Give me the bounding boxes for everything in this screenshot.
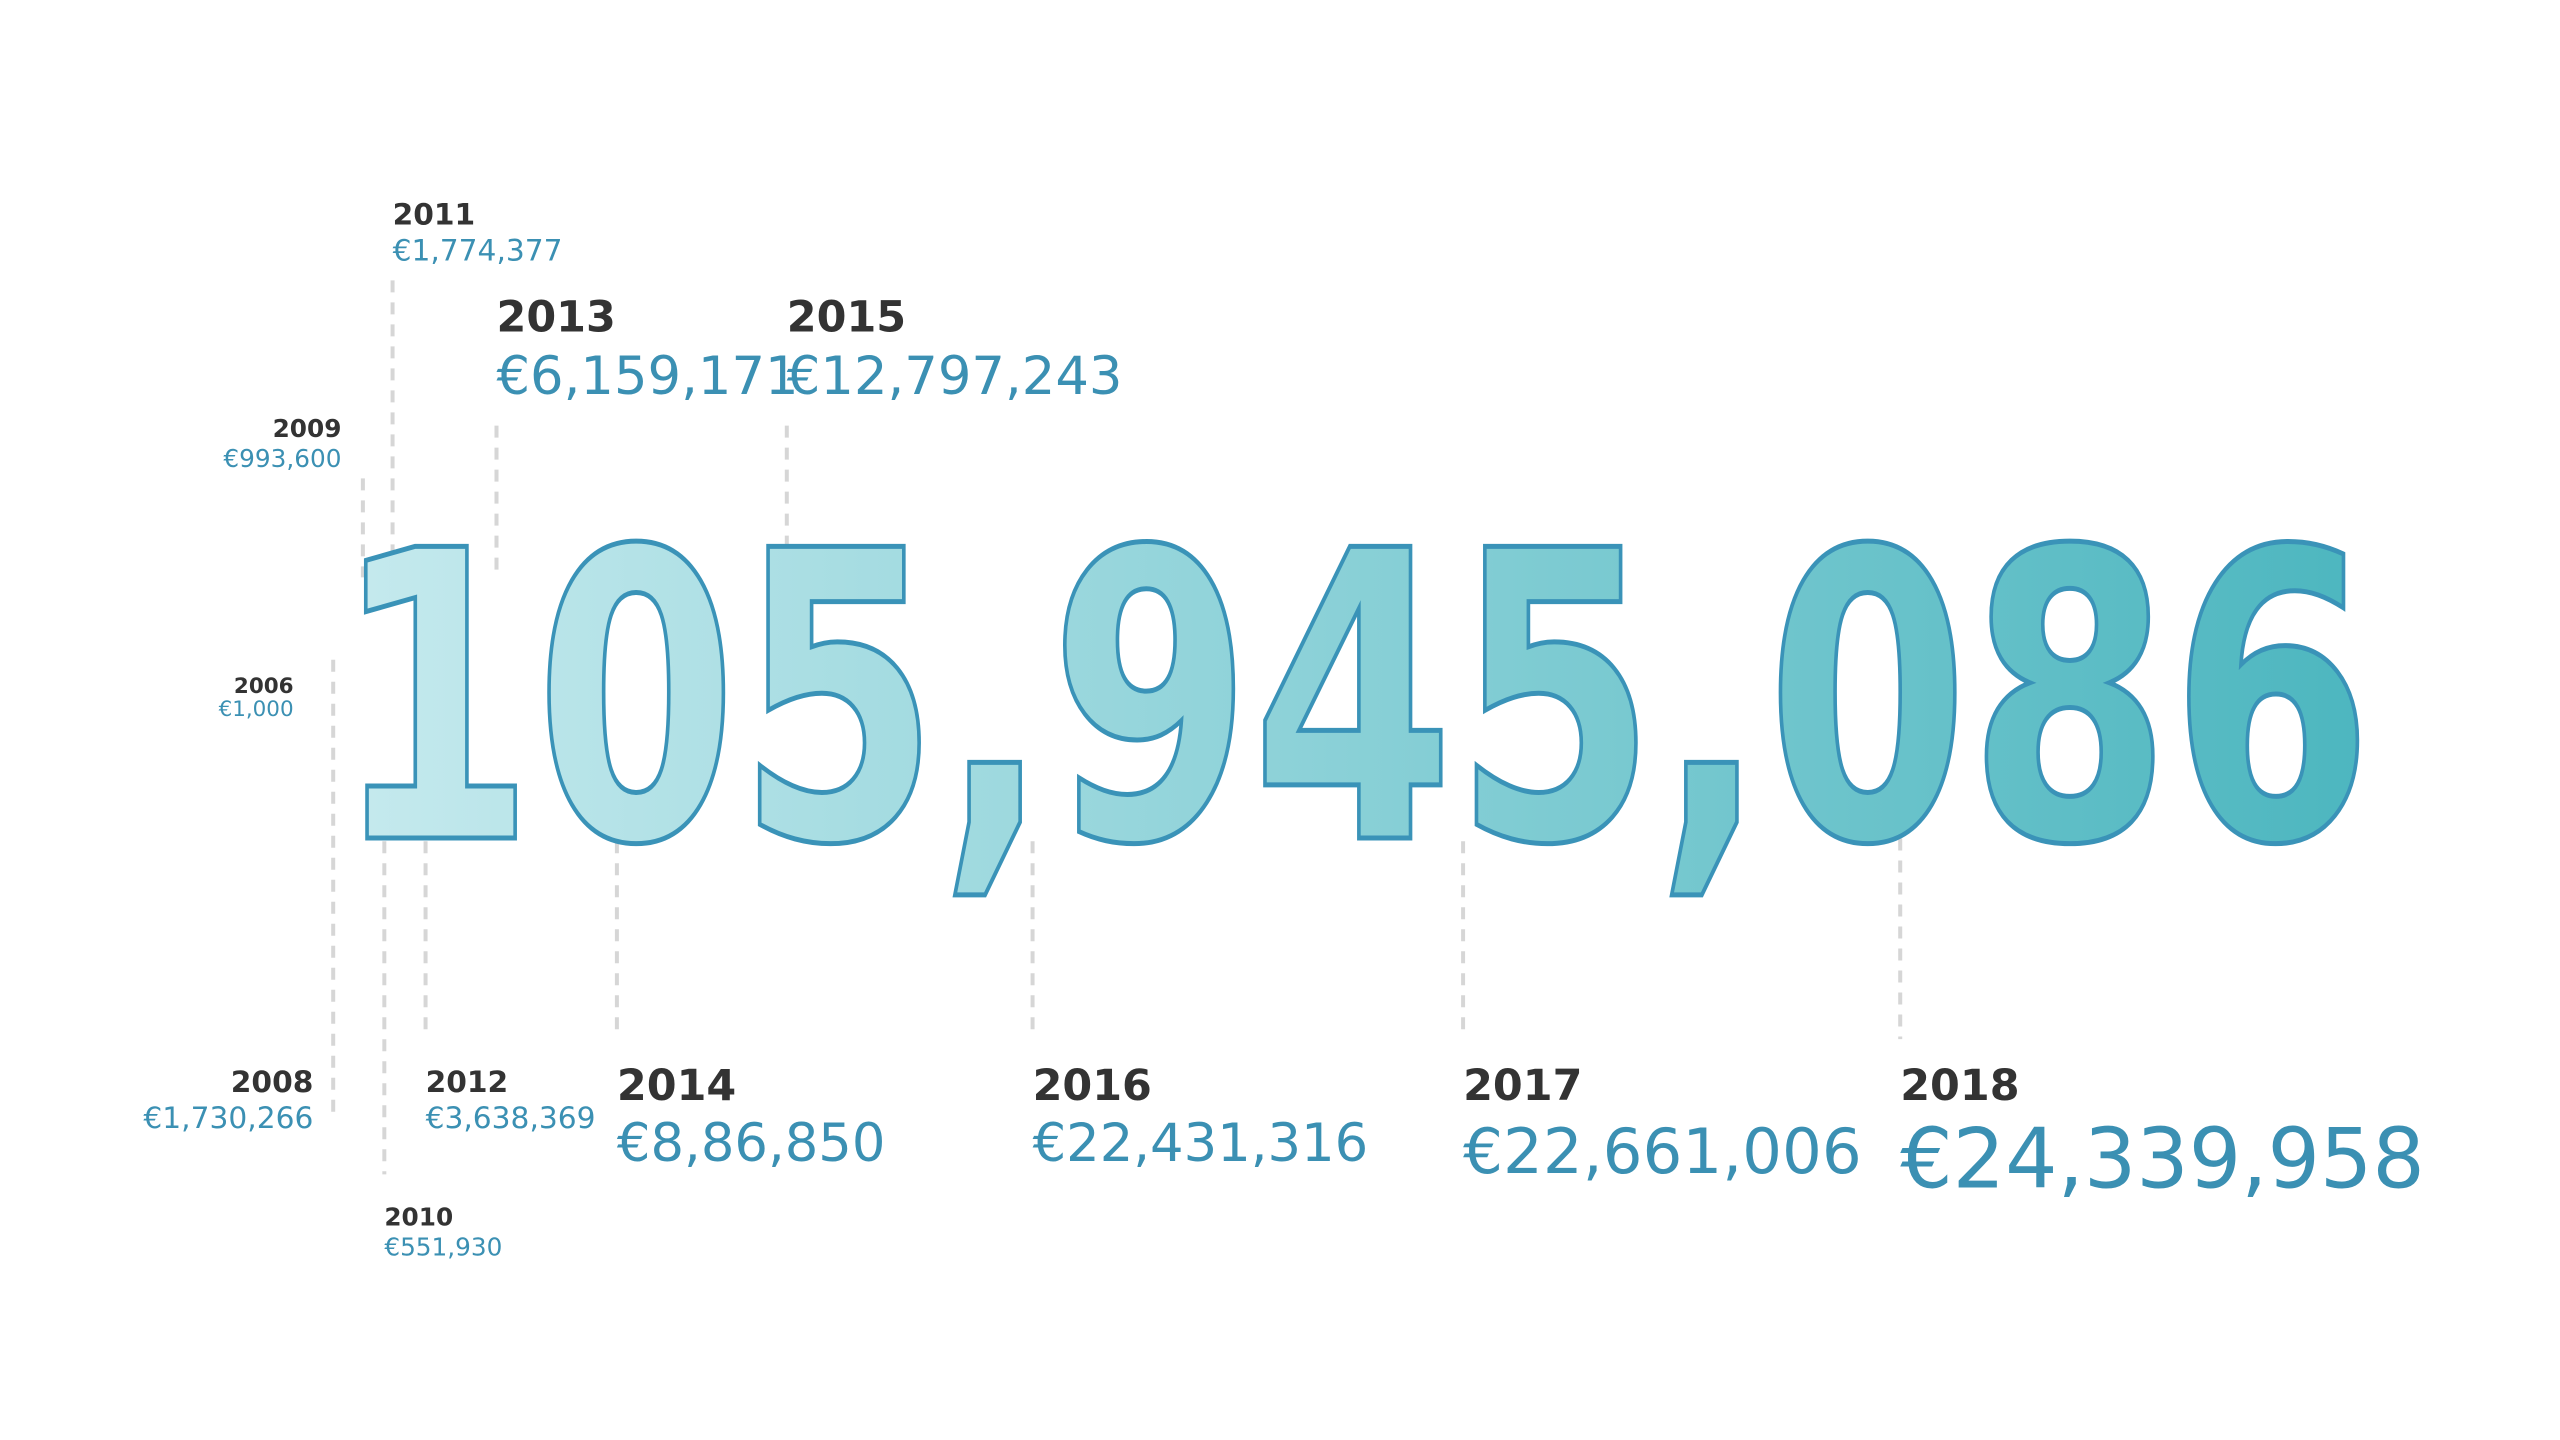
amount-label: €8,86,850 — [617, 1113, 886, 1174]
year-label: 2018 — [1900, 1061, 2019, 1111]
amount-label: €12,797,243 — [787, 346, 1123, 407]
amount-label: €22,431,316 — [1033, 1113, 1369, 1174]
year-label: 2010 — [384, 1203, 453, 1232]
year-label: 2006 — [234, 674, 294, 699]
amount-label: €551,930 — [384, 1232, 502, 1261]
total-number: 105,945,086 — [333, 468, 2373, 933]
year-label: 2016 — [1033, 1061, 1152, 1111]
year-label: 2017 — [1463, 1061, 1582, 1111]
amount-label: €1,000 — [219, 697, 294, 722]
year-label: 2011 — [393, 197, 476, 232]
amount-label: €1,730,266 — [143, 1101, 313, 1136]
amount-label: €6,159,171 — [496, 346, 798, 407]
year-label: 2013 — [496, 293, 615, 343]
year-label: 2012 — [426, 1065, 509, 1100]
year-label: 2009 — [273, 414, 342, 443]
year-label: 2015 — [787, 293, 906, 343]
amount-label: €24,339,958 — [1900, 1112, 2425, 1208]
year-label: 2014 — [617, 1061, 736, 1111]
amount-label: €1,774,377 — [393, 234, 563, 269]
amount-label: €22,661,006 — [1463, 1115, 1862, 1188]
amount-label: €993,600 — [223, 444, 341, 473]
year-label: 2008 — [231, 1065, 314, 1100]
amount-label: €3,638,369 — [426, 1101, 596, 1136]
